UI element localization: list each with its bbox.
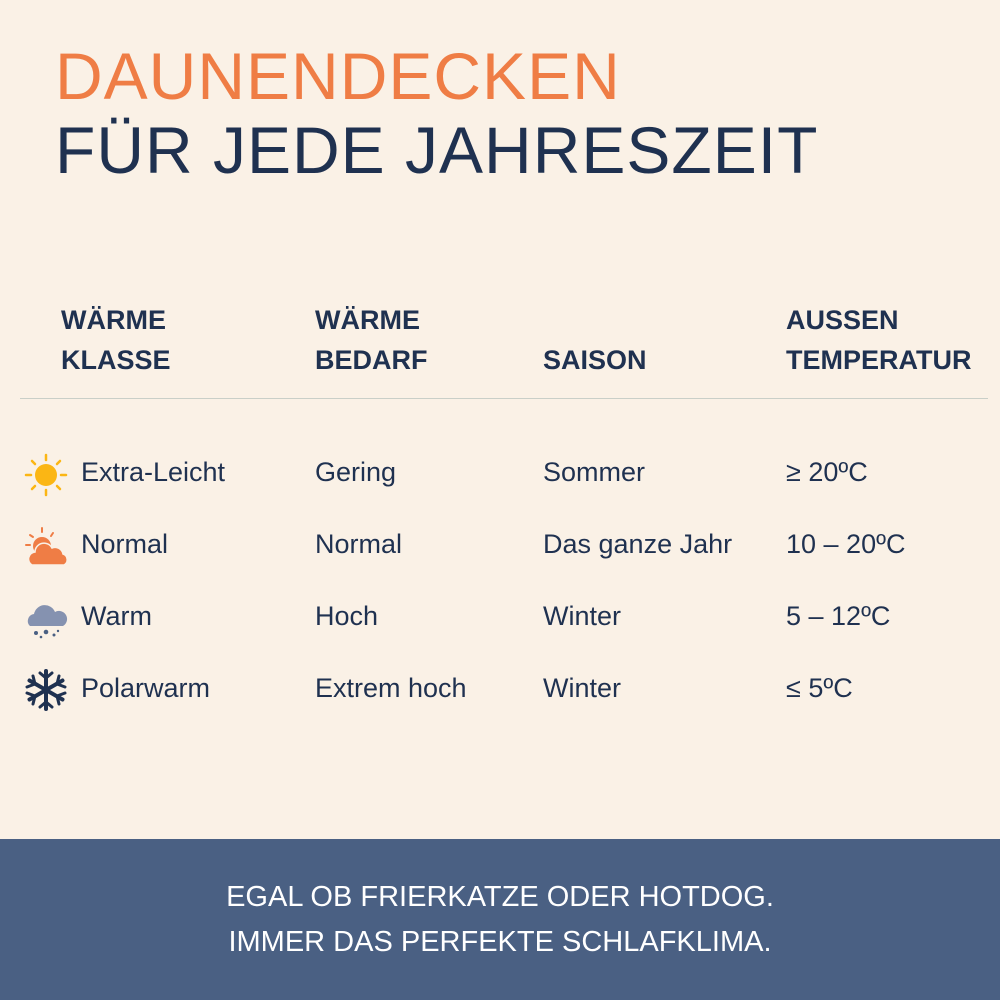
- cell-saison: Das ganze Jahr: [543, 529, 733, 559]
- cell-temp: ≤ 5ºC: [786, 673, 853, 703]
- cell-saison: Sommer: [543, 457, 646, 487]
- header-text: AUSSEN: [786, 305, 899, 335]
- cell-saison: Winter: [543, 673, 622, 703]
- footer-line-2: IMMER DAS PERFEKTE SCHLAFKLIMA.: [228, 926, 772, 958]
- cell-bedarf: Hoch: [315, 601, 379, 631]
- header-klasse: WÄRME KLASSE: [61, 300, 171, 380]
- header-bedarf: WÄRME BEDARF: [315, 300, 428, 380]
- footer-line-1: EGAL OB FRIERKATZE ODER HOTDOG.: [226, 881, 774, 913]
- sun-cloud-icon: [25, 527, 68, 566]
- header-saison: SAISON: [543, 345, 647, 375]
- cell-klasse: Warm: [81, 601, 152, 631]
- footer-banner: EGAL OB FRIERKATZE ODER HOTDOG. IMMER DA…: [0, 839, 1000, 1000]
- title-line-1: DAUNENDECKEN: [55, 39, 621, 113]
- header-text: WÄRME: [61, 305, 166, 335]
- header-text: KLASSE: [61, 345, 171, 375]
- cell-temp: 5 – 12ºC: [786, 601, 891, 631]
- title-line-2: FÜR JEDE JAHRESZEIT: [55, 113, 819, 187]
- cell-saison: Winter: [543, 601, 622, 631]
- cell-bedarf: Gering: [315, 457, 397, 487]
- cell-temp: ≥ 20ºC: [786, 457, 868, 487]
- header-text: WÄRME: [315, 305, 420, 335]
- snow-cloud-icon: [27, 605, 68, 639]
- snowflake-icon: [25, 669, 67, 711]
- header-text: BEDARF: [315, 345, 428, 375]
- header-text: TEMPERATUR: [786, 345, 972, 375]
- cell-klasse: Normal: [81, 529, 169, 559]
- cell-klasse: Polarwarm: [81, 673, 211, 703]
- cell-klasse: Extra-Leicht: [81, 457, 226, 487]
- cell-temp: 10 – 20ºC: [786, 529, 906, 559]
- cell-bedarf: Extrem hoch: [315, 673, 467, 703]
- header-temp: AUSSEN TEMPERATUR: [786, 300, 972, 380]
- cell-bedarf: Normal: [315, 529, 403, 559]
- sun-icon: [24, 453, 68, 497]
- divider: [20, 398, 988, 399]
